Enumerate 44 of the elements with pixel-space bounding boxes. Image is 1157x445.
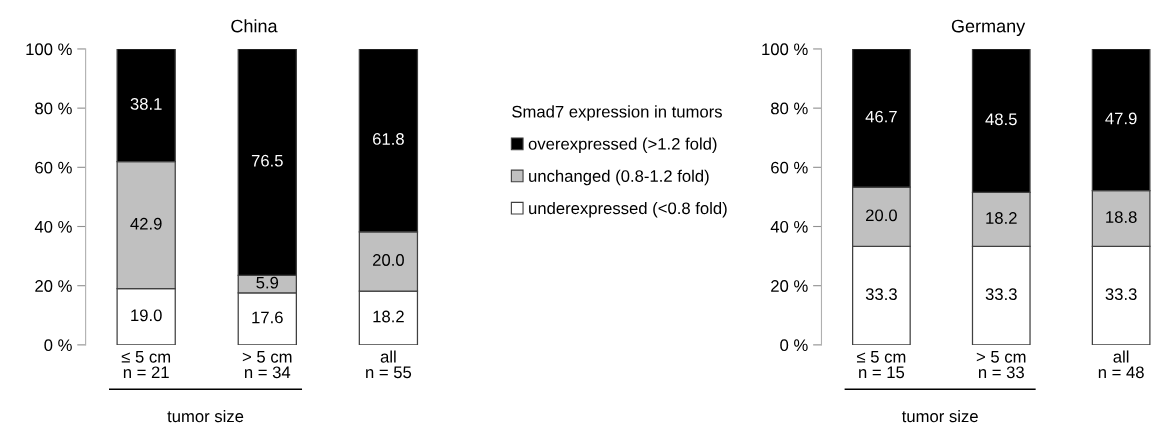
data-label: 42.9 [130, 217, 162, 230]
legend-label: unchanged (0.8-1.2 fold) [529, 169, 709, 186]
y-tick-label: 100 % [762, 43, 808, 56]
x-tick-label: ≤ 5 cm n = 15 [856, 351, 906, 379]
y-tick-label: 20 % [35, 280, 72, 292]
data-label: 48.5 [985, 113, 1017, 126]
data-label: 20.0 [866, 209, 897, 222]
data-label: 5.9 [256, 276, 279, 289]
data-label: 33.3 [865, 288, 897, 301]
y-tick-label: 80 % [771, 102, 808, 115]
chart-title: China [231, 19, 278, 33]
data-label: 61.8 [373, 133, 404, 145]
data-label: 18.8 [1106, 211, 1137, 223]
x-tick-label: all n = 48 [1098, 350, 1144, 379]
y-tick-label: 40 % [770, 220, 808, 233]
data-label: 38.1 [130, 98, 162, 110]
data-label: 46.7 [865, 110, 897, 123]
y-tick-label: 20 % [771, 280, 808, 292]
y-tick-label: 100 % [26, 43, 72, 56]
x-tick-label: > 5 cm n = 34 [242, 351, 292, 379]
data-label: 20.0 [373, 254, 404, 266]
text: tumor size [901, 409, 978, 423]
data-label: 18.2 [986, 212, 1017, 224]
y-tick-label: 0 % [44, 339, 72, 352]
legend-title: Smad7 expression in tumors [512, 105, 722, 121]
data-label: 33.3 [1105, 288, 1137, 301]
y-tick-label: 80 % [35, 102, 72, 115]
data-label: 17.6 [252, 311, 283, 324]
data-label: 19.0 [131, 309, 162, 322]
y-tick-label: 60 % [35, 161, 72, 174]
data-label: 76.5 [251, 154, 283, 167]
chart-title: Germany [951, 19, 1026, 37]
data-label: 33.3 [985, 288, 1017, 301]
y-tick-label: 60 % [771, 161, 808, 174]
y-tick-label: 0 % [780, 339, 808, 352]
x-tick-label: ≤ 5 cm n = 21 [121, 351, 171, 379]
data-label: 47.9 [1105, 112, 1137, 125]
legend-label: underexpressed (<0.8 fold) [529, 201, 727, 218]
data-label: 18.2 [373, 310, 404, 323]
x-tick-label: all n = 55 [366, 350, 412, 379]
x-tick-label: > 5 cm n = 33 [976, 351, 1026, 379]
text: tumor size [167, 409, 244, 423]
y-tick-label: 40 % [34, 220, 72, 233]
legend-label: overexpressed (>1.2 fold) [528, 137, 717, 154]
